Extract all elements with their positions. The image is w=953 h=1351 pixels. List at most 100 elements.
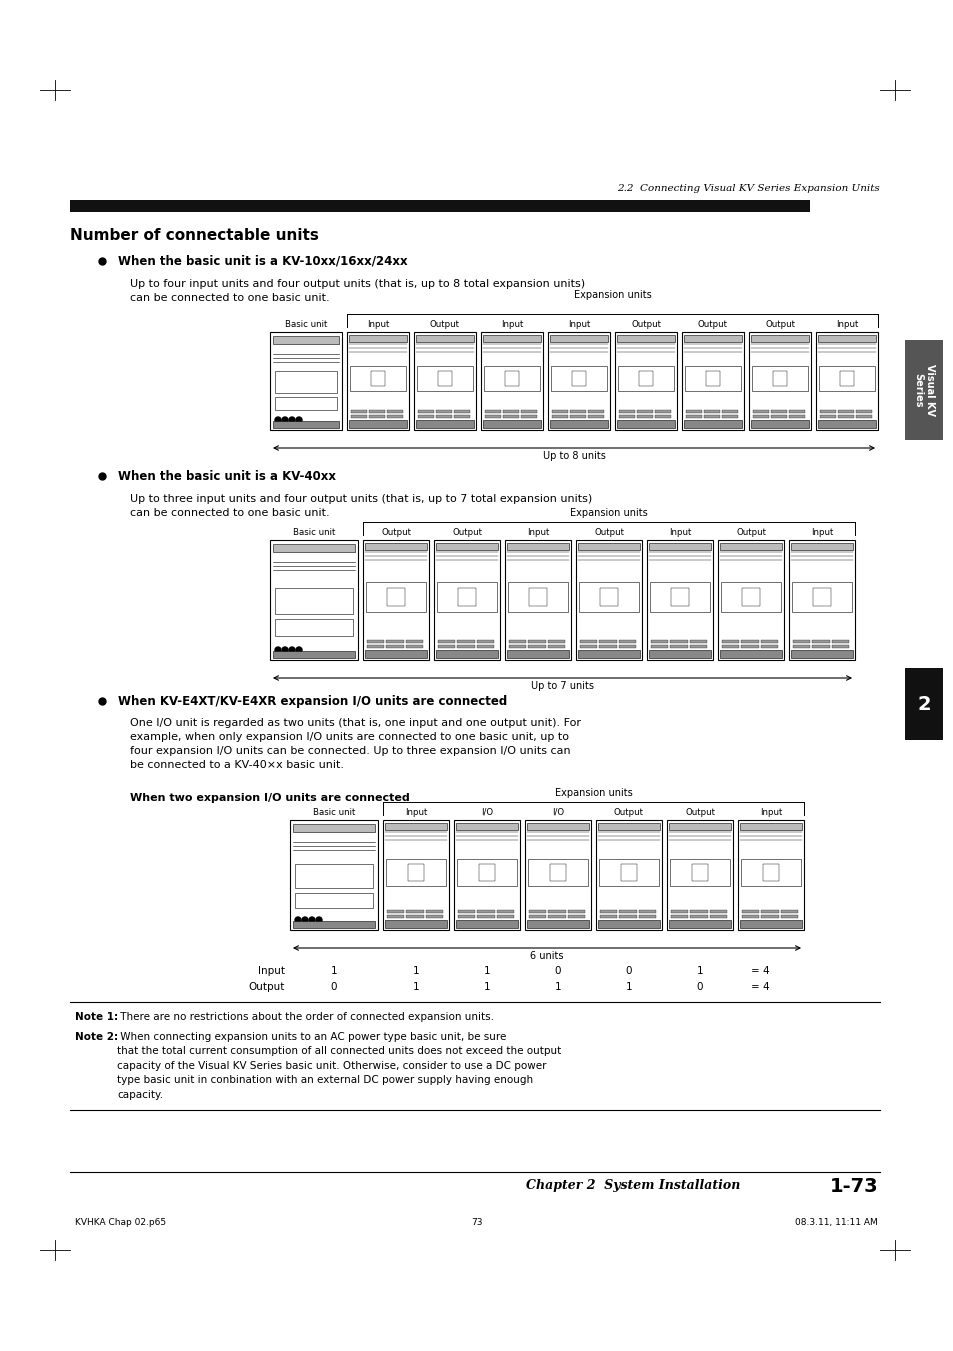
Bar — [615, 332, 677, 430]
Bar — [780, 911, 797, 913]
Bar — [382, 820, 449, 929]
Bar — [456, 644, 475, 648]
Bar — [273, 422, 338, 428]
Bar — [792, 640, 809, 643]
Bar — [579, 640, 597, 643]
Bar — [549, 865, 566, 881]
Bar — [365, 543, 427, 550]
Text: Input: Input — [500, 320, 522, 330]
Text: Expansion units: Expansion units — [554, 788, 632, 798]
Bar — [718, 540, 783, 661]
Bar — [476, 911, 495, 913]
Text: Up to 7 units: Up to 7 units — [531, 681, 594, 690]
Text: Input: Input — [366, 320, 389, 330]
Bar — [618, 911, 636, 913]
Bar — [596, 820, 661, 929]
Bar — [751, 366, 807, 390]
Text: Input: Input — [668, 528, 691, 536]
Bar — [587, 409, 603, 413]
Bar — [788, 415, 804, 417]
Bar — [552, 415, 567, 417]
Bar — [270, 540, 357, 661]
Bar — [817, 335, 875, 342]
Text: 0: 0 — [554, 966, 560, 975]
Bar — [351, 415, 367, 417]
Bar — [650, 640, 668, 643]
Bar — [837, 415, 853, 417]
Bar — [831, 640, 848, 643]
Bar — [738, 820, 803, 929]
Text: Number of connectable units: Number of connectable units — [70, 228, 318, 243]
Bar — [760, 911, 778, 913]
Bar — [638, 911, 656, 913]
Bar — [293, 921, 375, 928]
Bar — [369, 415, 385, 417]
Text: 2.2  Connecting Visual KV Series Expansion Units: 2.2 Connecting Visual KV Series Expansio… — [617, 184, 879, 193]
Bar — [721, 409, 738, 413]
Bar — [637, 409, 652, 413]
Bar — [293, 824, 375, 832]
Text: 1: 1 — [483, 966, 490, 975]
Bar — [831, 644, 848, 648]
Bar — [705, 372, 720, 386]
Bar — [274, 372, 336, 393]
Bar — [436, 409, 452, 413]
Bar — [547, 644, 564, 648]
Bar — [504, 372, 518, 386]
Bar — [618, 640, 636, 643]
Bar — [904, 667, 942, 740]
Bar — [552, 409, 567, 413]
Bar — [904, 340, 942, 440]
Bar — [456, 920, 517, 928]
Bar — [529, 911, 546, 913]
Bar — [770, 415, 786, 417]
Bar — [685, 415, 701, 417]
Bar — [721, 415, 738, 417]
Bar — [550, 335, 607, 342]
Bar — [414, 332, 476, 430]
Bar — [371, 372, 385, 386]
Bar — [367, 644, 384, 648]
Bar — [387, 415, 402, 417]
Bar — [529, 588, 546, 607]
Text: Basic unit: Basic unit — [285, 320, 327, 330]
Bar — [567, 915, 584, 917]
Bar — [347, 332, 409, 430]
Text: 1: 1 — [696, 966, 702, 975]
Bar — [599, 915, 617, 917]
Bar — [386, 644, 403, 648]
Bar — [684, 366, 740, 390]
Circle shape — [274, 647, 281, 653]
Bar — [646, 540, 712, 661]
Bar — [436, 543, 497, 550]
Bar — [638, 372, 653, 386]
Bar — [637, 415, 652, 417]
Bar — [815, 332, 877, 430]
Bar — [457, 588, 476, 607]
Bar — [520, 409, 537, 413]
Bar — [855, 409, 871, 413]
Text: 0: 0 — [625, 966, 632, 975]
Bar — [551, 366, 606, 390]
Bar — [350, 366, 406, 390]
Text: Output: Output — [735, 528, 765, 536]
Bar — [405, 640, 422, 643]
Bar — [273, 336, 338, 345]
Bar — [820, 415, 835, 417]
Circle shape — [282, 647, 288, 653]
Bar — [437, 372, 452, 386]
Text: 1: 1 — [625, 982, 632, 992]
Bar — [351, 409, 367, 413]
Bar — [417, 409, 434, 413]
Bar — [770, 409, 786, 413]
Bar — [407, 865, 424, 881]
Bar — [478, 865, 495, 881]
Bar — [520, 415, 537, 417]
Bar — [703, 415, 720, 417]
Bar — [483, 366, 539, 390]
Bar — [648, 543, 710, 550]
Bar — [670, 911, 688, 913]
Bar — [369, 409, 385, 413]
Text: One I/O unit is regarded as two units (that is, one input and one output unit). : One I/O unit is regarded as two units (t… — [130, 717, 580, 770]
Bar — [812, 588, 830, 607]
